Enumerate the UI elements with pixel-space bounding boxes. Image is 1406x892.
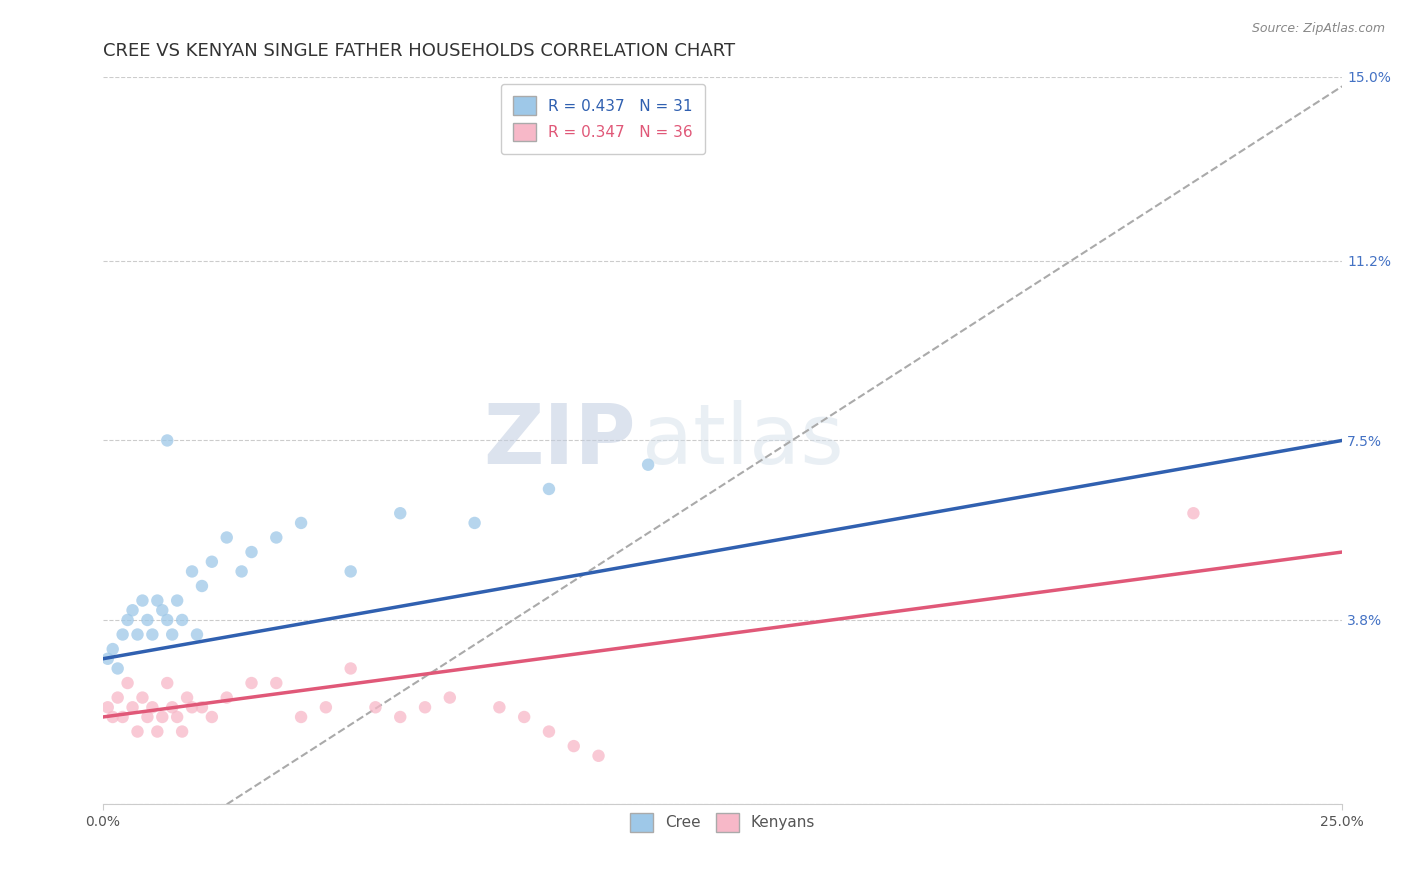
- Point: [117, 613, 139, 627]
- Point: [160, 700, 183, 714]
- Point: [101, 710, 124, 724]
- Text: CREE VS KENYAN SINGLE FATHER HOUSEHOLDS CORRELATION CHART: CREE VS KENYAN SINGLE FATHER HOUSEHOLDS …: [103, 42, 735, 60]
- Point: [172, 613, 194, 627]
- Point: [464, 516, 486, 530]
- Point: [111, 710, 134, 724]
- Point: [240, 545, 263, 559]
- Point: [315, 700, 337, 714]
- Point: [136, 613, 159, 627]
- Point: [121, 700, 143, 714]
- Point: [127, 724, 149, 739]
- Point: [588, 748, 610, 763]
- Point: [166, 593, 188, 607]
- Point: [141, 700, 163, 714]
- Point: [107, 661, 129, 675]
- Point: [240, 676, 263, 690]
- Point: [156, 613, 179, 627]
- Point: [181, 700, 204, 714]
- Point: [637, 458, 659, 472]
- Point: [215, 690, 238, 705]
- Point: [186, 627, 208, 641]
- Point: [146, 593, 169, 607]
- Point: [136, 710, 159, 724]
- Point: [413, 700, 436, 714]
- Point: [191, 700, 214, 714]
- Point: [439, 690, 461, 705]
- Point: [266, 531, 288, 545]
- Point: [156, 676, 179, 690]
- Point: [215, 531, 238, 545]
- Point: [191, 579, 214, 593]
- Point: [1182, 506, 1205, 520]
- Point: [389, 710, 412, 724]
- Point: [150, 710, 173, 724]
- Point: [562, 739, 585, 753]
- Point: [231, 565, 253, 579]
- Point: [181, 565, 204, 579]
- Point: [488, 700, 510, 714]
- Point: [172, 724, 194, 739]
- Point: [290, 710, 312, 724]
- Text: ZIP: ZIP: [484, 400, 636, 481]
- Point: [201, 555, 224, 569]
- Point: [97, 652, 120, 666]
- Point: [117, 676, 139, 690]
- Point: [176, 690, 198, 705]
- Point: [201, 710, 224, 724]
- Point: [290, 516, 312, 530]
- Point: [111, 627, 134, 641]
- Text: atlas: atlas: [643, 400, 844, 481]
- Point: [146, 724, 169, 739]
- Point: [166, 710, 188, 724]
- Point: [266, 676, 288, 690]
- Point: [97, 700, 120, 714]
- Point: [150, 603, 173, 617]
- Legend: Cree, Kenyans: Cree, Kenyans: [617, 801, 828, 844]
- Point: [537, 482, 560, 496]
- Point: [141, 627, 163, 641]
- Point: [131, 593, 153, 607]
- Point: [389, 506, 412, 520]
- Point: [107, 690, 129, 705]
- Point: [156, 434, 179, 448]
- Point: [537, 724, 560, 739]
- Point: [160, 627, 183, 641]
- Point: [339, 661, 361, 675]
- Point: [131, 690, 153, 705]
- Text: Source: ZipAtlas.com: Source: ZipAtlas.com: [1251, 22, 1385, 36]
- Point: [364, 700, 387, 714]
- Point: [513, 710, 536, 724]
- Point: [101, 642, 124, 657]
- Point: [121, 603, 143, 617]
- Point: [127, 627, 149, 641]
- Point: [339, 565, 361, 579]
